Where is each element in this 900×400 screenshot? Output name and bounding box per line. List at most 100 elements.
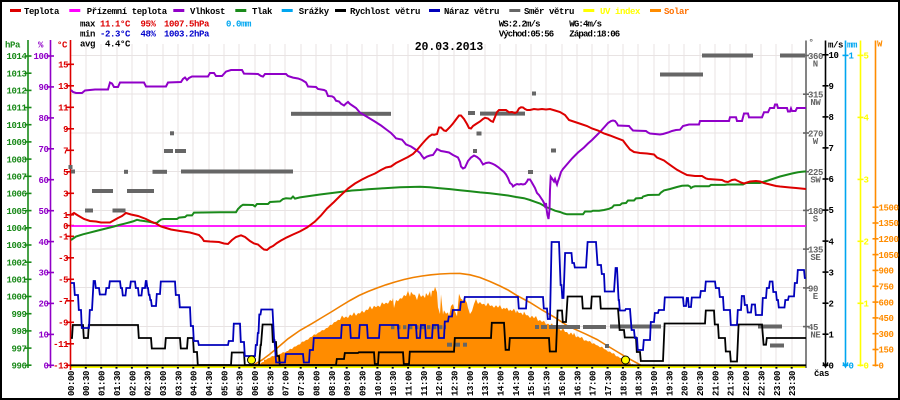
svg-text:mm: mm: [847, 41, 858, 51]
svg-text:20: 20: [38, 300, 48, 310]
svg-text:10: 10: [38, 331, 48, 341]
svg-text:3: 3: [864, 176, 869, 186]
svg-text:10:30: 10:30: [389, 371, 399, 396]
svg-text:135: 135: [808, 246, 823, 256]
svg-text:1004: 1004: [6, 224, 27, 234]
svg-text:21:00: 21:00: [711, 371, 721, 396]
svg-text:Západ:18:06: Západ:18:06: [569, 30, 620, 40]
svg-text:Náraz větru: Náraz větru: [444, 7, 499, 17]
svg-text:1005: 1005: [6, 207, 26, 217]
svg-text:01:00: 01:00: [98, 371, 108, 396]
svg-text:180: 180: [808, 207, 823, 217]
svg-text:06:00: 06:00: [251, 371, 261, 396]
svg-text:SE: SE: [810, 253, 821, 263]
svg-text:W: W: [813, 137, 819, 147]
svg-text:1014: 1014: [6, 52, 27, 62]
svg-text:1007.5hPa: 1007.5hPa: [164, 20, 210, 30]
svg-text:21:30: 21:30: [727, 371, 737, 396]
svg-text:08:30: 08:30: [328, 371, 338, 396]
svg-text:1010: 1010: [6, 121, 26, 131]
svg-text:11:00: 11:00: [405, 371, 415, 396]
svg-text:11: 11: [58, 104, 69, 114]
svg-text:05:30: 05:30: [236, 371, 246, 396]
svg-text:6: 6: [829, 175, 834, 185]
svg-text:°C: °C: [57, 41, 68, 51]
svg-text:Srážky: Srážky: [299, 7, 330, 17]
svg-text:1200: 1200: [879, 235, 899, 245]
svg-text:16:00: 16:00: [558, 371, 568, 396]
svg-text:45: 45: [808, 323, 818, 333]
svg-text:05:00: 05:00: [220, 371, 230, 396]
svg-text:13: 13: [58, 82, 68, 92]
svg-text:1008: 1008: [6, 155, 26, 165]
svg-text:Vlhkost: Vlhkost: [190, 7, 225, 17]
svg-text:13:30: 13:30: [481, 371, 491, 396]
svg-text:13:00: 13:00: [466, 371, 476, 396]
svg-text:NW: NW: [810, 98, 821, 108]
svg-text:7: 7: [829, 144, 834, 154]
svg-text:9: 9: [829, 82, 834, 92]
svg-text:315: 315: [808, 91, 823, 101]
svg-text:SW: SW: [810, 176, 821, 186]
svg-text:01:30: 01:30: [113, 371, 123, 396]
svg-text:225: 225: [808, 168, 823, 178]
svg-text:22:30: 22:30: [757, 371, 767, 396]
svg-text:90: 90: [38, 83, 48, 93]
svg-text:999: 999: [11, 310, 26, 320]
svg-text:22:00: 22:00: [742, 371, 752, 396]
svg-text:Směr větru: Směr větru: [524, 7, 574, 17]
svg-text:5: 5: [864, 52, 869, 62]
svg-text:4: 4: [829, 237, 835, 247]
svg-text:Teplota: Teplota: [24, 7, 60, 17]
svg-text:7: 7: [63, 147, 68, 157]
svg-text:03:30: 03:30: [174, 371, 184, 396]
svg-text:17:00: 17:00: [589, 371, 599, 396]
svg-text:1003.2hPa: 1003.2hPa: [164, 30, 210, 40]
svg-text:1500: 1500: [879, 203, 899, 213]
svg-text:1050: 1050: [879, 251, 899, 261]
svg-text:8: 8: [829, 113, 834, 123]
svg-text:03:00: 03:00: [159, 371, 169, 396]
svg-text:-2.3°C: -2.3°C: [100, 30, 131, 40]
svg-text:0: 0: [879, 362, 884, 372]
svg-text:997: 997: [11, 344, 26, 354]
svg-text:E: E: [813, 292, 819, 302]
svg-text:07:00: 07:00: [282, 371, 292, 396]
svg-text:UV index: UV index: [600, 7, 641, 17]
svg-text:1012: 1012: [6, 87, 26, 97]
svg-text:90: 90: [808, 284, 818, 294]
svg-text:-7: -7: [58, 297, 68, 307]
svg-text:18:00: 18:00: [619, 371, 629, 396]
svg-text:80: 80: [38, 114, 48, 124]
svg-text:95%: 95%: [141, 20, 157, 30]
svg-text:0: 0: [43, 362, 48, 372]
svg-text:Solar: Solar: [664, 7, 689, 17]
svg-text:Východ:05:56: Východ:05:56: [499, 30, 554, 40]
svg-text:2: 2: [864, 238, 869, 248]
svg-text:5: 5: [829, 206, 834, 216]
svg-text:-13: -13: [53, 362, 68, 372]
svg-text:15:30: 15:30: [543, 371, 553, 396]
svg-text:100: 100: [33, 52, 48, 62]
svg-text:min: min: [80, 30, 95, 40]
svg-text:19:00: 19:00: [650, 371, 660, 396]
svg-text:02:00: 02:00: [128, 371, 138, 396]
svg-text:3: 3: [829, 268, 834, 278]
svg-text:270: 270: [808, 130, 823, 140]
svg-text:-1: -1: [58, 233, 69, 243]
svg-text:0.0mm: 0.0mm: [226, 20, 252, 30]
svg-text:12:30: 12:30: [451, 371, 461, 396]
svg-text:18:30: 18:30: [635, 371, 645, 396]
svg-text:750: 750: [879, 283, 894, 293]
svg-text:48%: 48%: [141, 30, 157, 40]
svg-text:08:00: 08:00: [312, 371, 322, 396]
svg-text:max: max: [80, 20, 96, 30]
svg-text:čas: čas: [814, 369, 829, 379]
svg-text:20.03.2013: 20.03.2013: [415, 41, 484, 54]
svg-text:09:00: 09:00: [343, 371, 353, 396]
svg-text:14:00: 14:00: [497, 371, 507, 396]
svg-text:-9: -9: [58, 319, 68, 329]
svg-text:1003: 1003: [6, 241, 26, 251]
svg-text:20:00: 20:00: [681, 371, 691, 396]
svg-text:300: 300: [879, 330, 894, 340]
